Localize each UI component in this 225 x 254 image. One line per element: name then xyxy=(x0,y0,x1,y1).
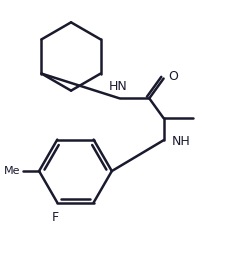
Text: Me: Me xyxy=(4,166,20,176)
Text: HN: HN xyxy=(109,80,127,93)
Text: O: O xyxy=(167,70,177,83)
Text: F: F xyxy=(51,211,58,224)
Text: NH: NH xyxy=(171,135,189,148)
